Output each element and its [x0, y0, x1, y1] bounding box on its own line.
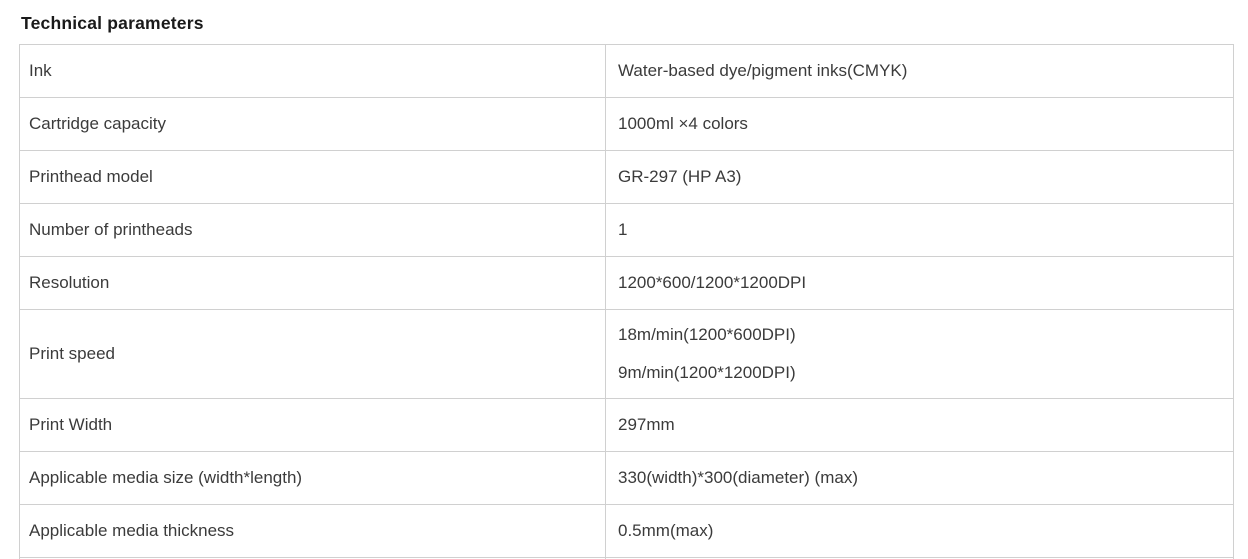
parameter-value-cell: 0.5mm(max): [605, 504, 1234, 558]
parameter-value-cell: 297mm: [605, 398, 1234, 452]
parameter-name-cell: Print Width: [19, 398, 606, 452]
parameter-value-cell: 18m/min(1200*600DPI) 9m/min(1200*1200DPI): [605, 309, 1234, 399]
parameter-value-cell: GR-297 (HP A3): [605, 150, 1234, 204]
parameter-name-cell: Ink: [19, 44, 606, 98]
parameter-value-line: 330(width)*300(diameter) (max): [618, 468, 858, 487]
table-row: Cartridge capacity 1000ml ×4 colors: [19, 97, 1234, 151]
technical-parameters-table: Ink Water-based dye/pigment inks(CMYK) C…: [19, 44, 1234, 559]
parameter-name-cell: Cartridge capacity: [19, 97, 606, 151]
parameter-value-line: Water-based dye/pigment inks(CMYK): [618, 61, 908, 80]
parameter-value-line: 9m/min(1200*1200DPI): [618, 363, 796, 382]
parameter-value-cell: Water-based dye/pigment inks(CMYK): [605, 44, 1234, 98]
table-row: Applicable media thickness 0.5mm(max): [19, 504, 1234, 558]
table-row: Applicable media size (width*length) 330…: [19, 451, 1234, 505]
parameter-name-cell: Applicable media thickness: [19, 504, 606, 558]
table-row: Resolution 1200*600/1200*1200DPI: [19, 256, 1234, 310]
parameter-value-line: GR-297 (HP A3): [618, 167, 742, 186]
parameter-value-line: 297mm: [618, 415, 675, 434]
table-row: [19, 557, 1234, 559]
parameter-name-cell: Number of printheads: [19, 203, 606, 257]
table-row: Print speed 18m/min(1200*600DPI) 9m/min(1…: [19, 309, 1234, 399]
parameter-value-line: 0.5mm(max): [618, 521, 714, 540]
page-title: Technical parameters: [21, 13, 204, 33]
parameter-name-cell: Printhead model: [19, 150, 606, 204]
parameter-value-line: 1000ml ×4 colors: [618, 114, 748, 133]
parameter-value-cell: 330(width)*300(diameter) (max): [605, 451, 1234, 505]
table-row: Ink Water-based dye/pigment inks(CMYK): [19, 44, 1234, 98]
parameter-value-cell: [605, 557, 1234, 559]
parameter-name-cell: Resolution: [19, 256, 606, 310]
parameter-name-cell: Print speed: [19, 309, 606, 399]
parameter-value-line: 1200*600/1200*1200DPI: [618, 273, 807, 292]
table-body: Ink Water-based dye/pigment inks(CMYK) C…: [19, 44, 1234, 559]
parameter-value-cell: 1: [605, 203, 1234, 257]
parameter-value-cell: 1200*600/1200*1200DPI: [605, 256, 1234, 310]
table-row: Number of printheads 1: [19, 203, 1234, 257]
parameter-name-cell: Applicable media size (width*length): [19, 451, 606, 505]
table-row: Print Width 297mm: [19, 398, 1234, 452]
parameter-value-cell: 1000ml ×4 colors: [605, 97, 1234, 151]
parameter-value-line: 1: [618, 220, 628, 239]
parameter-value-line: 18m/min(1200*600DPI): [618, 325, 796, 344]
table-row: Printhead model GR-297 (HP A3): [19, 150, 1234, 204]
